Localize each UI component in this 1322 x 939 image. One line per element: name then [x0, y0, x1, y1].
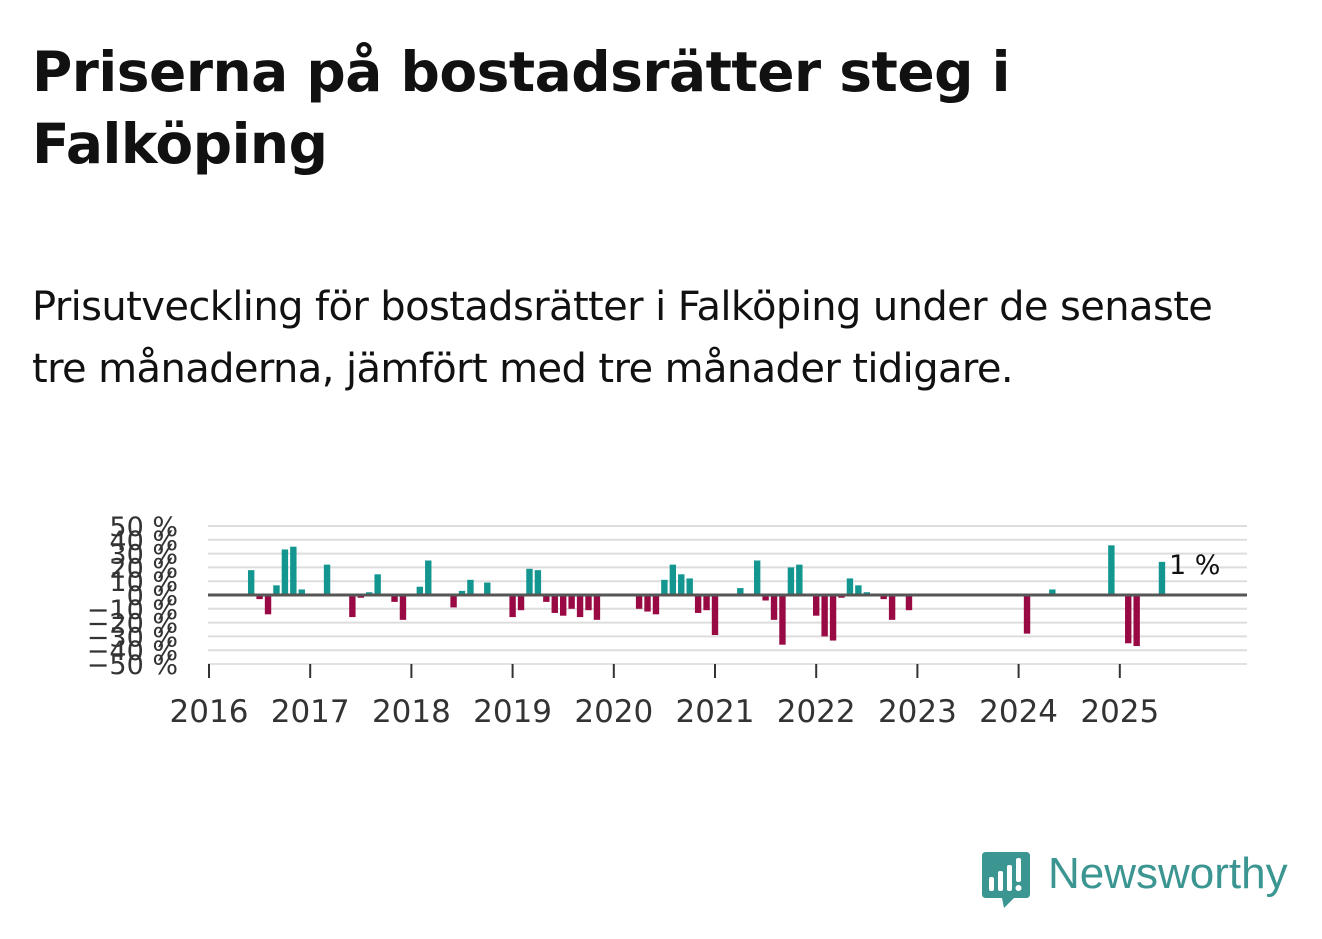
bar	[560, 595, 567, 616]
bar	[273, 585, 280, 595]
last-value-label: 1 %	[1169, 550, 1220, 581]
bars	[208, 545, 1247, 647]
bar	[374, 574, 381, 595]
x-tick-label: 2023	[878, 694, 957, 730]
bar	[450, 595, 457, 608]
bar	[576, 595, 584, 618]
bar	[888, 595, 896, 620]
x-tick-label: 2022	[777, 694, 856, 730]
bar	[813, 595, 820, 616]
bar	[568, 595, 575, 609]
bar	[711, 595, 719, 636]
bar	[846, 578, 854, 595]
bar	[880, 595, 887, 600]
bar	[821, 595, 828, 637]
newsworthy-logo: Newsworthy	[980, 848, 1300, 912]
x-tick-label: 2020	[574, 694, 653, 730]
bar	[855, 585, 862, 595]
bar	[1108, 545, 1115, 595]
y-tick-label: 20 %	[109, 553, 178, 584]
bar	[256, 595, 263, 600]
bar	[753, 560, 761, 595]
bar	[1023, 595, 1031, 634]
y-tick-label: 0 %	[127, 581, 178, 612]
x-tick-label: 2024	[979, 694, 1058, 730]
chart-subtitle: Prisutveckling för bostadsrätter i Falkö…	[32, 284, 1213, 392]
bar	[737, 588, 744, 595]
y-tick-label: 10 %	[109, 567, 178, 598]
bar	[770, 595, 778, 620]
y-tick-label: 50 %	[109, 512, 178, 543]
bar	[264, 595, 272, 615]
y-tick-label: −40 %	[87, 636, 178, 667]
bar	[290, 546, 297, 595]
bar	[458, 590, 466, 595]
bar	[644, 595, 651, 612]
bar	[425, 560, 432, 595]
bar	[509, 595, 516, 618]
bar	[399, 595, 407, 620]
x-tick-label: 2016	[170, 694, 249, 730]
x-axis: 2016 2017 2018 2019 2020 2021 2022 2023 2024 2025	[170, 663, 1247, 730]
bar	[526, 568, 533, 595]
bar	[416, 586, 424, 595]
bar	[1125, 595, 1132, 644]
bar	[534, 570, 542, 595]
bar	[1158, 561, 1166, 595]
bar	[905, 595, 913, 611]
bar	[829, 595, 837, 641]
newsworthy-logo-icon	[982, 852, 1030, 908]
y-tick-label: −30 %	[87, 622, 178, 653]
bar	[281, 549, 289, 595]
x-tick-label: 2017	[271, 694, 350, 730]
bar	[703, 595, 710, 611]
x-tick-label: 2018	[372, 694, 451, 730]
bar	[551, 595, 558, 613]
bar	[678, 574, 685, 595]
bar	[517, 595, 525, 611]
bar	[484, 582, 491, 595]
x-tick-label: 2021	[676, 694, 755, 730]
bar	[686, 578, 693, 595]
bar-chart: −50 %−40 %−30 %−20 %−10 %0 %10 %20 %30 %…	[87, 512, 1247, 730]
gridlines	[208, 525, 1247, 665]
bar	[467, 579, 474, 595]
bar	[247, 570, 255, 595]
bar	[694, 595, 702, 613]
bar	[762, 595, 769, 601]
x-tick-label: 2019	[473, 694, 552, 730]
bar	[669, 564, 677, 595]
chart-title: Priserna på bostadsrätter steg i Falköpi…	[32, 40, 1011, 176]
bar	[585, 595, 592, 611]
bar	[635, 595, 643, 609]
y-tick-label: 30 %	[109, 540, 178, 571]
bar	[1049, 589, 1056, 595]
bar	[661, 579, 668, 595]
x-tick-label: 2025	[1080, 694, 1159, 730]
bar	[298, 589, 305, 595]
y-tick-label: 40 %	[109, 526, 178, 557]
bar	[593, 595, 601, 620]
y-axis-labels: −50 %−40 %−30 %−20 %−10 %0 %10 %20 %30 %…	[87, 512, 178, 681]
bar	[323, 564, 331, 595]
bar	[787, 567, 795, 595]
bar	[543, 595, 550, 602]
brand-name: Newsworthy	[1048, 849, 1288, 898]
y-tick-label: −50 %	[87, 650, 178, 681]
bar	[796, 564, 803, 595]
bar	[779, 595, 786, 645]
bar	[391, 595, 398, 602]
y-tick-label: −10 %	[87, 595, 178, 626]
bar	[349, 595, 356, 618]
y-tick-label: −20 %	[87, 609, 178, 640]
bar	[652, 595, 660, 615]
bar	[1133, 595, 1140, 647]
